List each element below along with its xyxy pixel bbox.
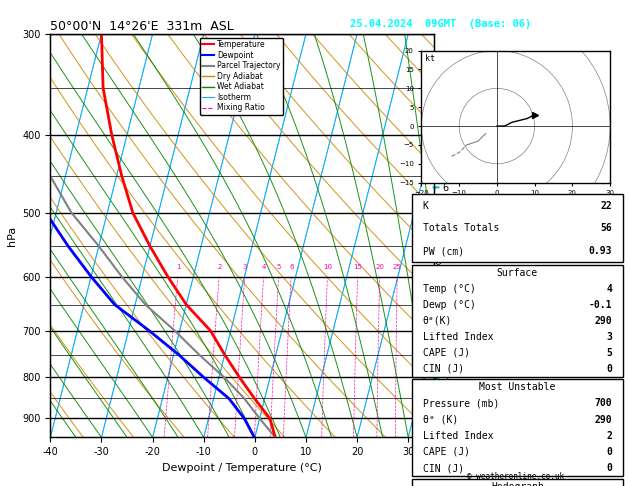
Text: Lifted Index: Lifted Index	[423, 431, 493, 441]
Text: 10: 10	[323, 263, 332, 270]
Text: © weatheronline.co.uk: © weatheronline.co.uk	[467, 472, 564, 481]
Text: θᵊ(K): θᵊ(K)	[423, 316, 452, 326]
Text: -0.1: -0.1	[589, 300, 612, 310]
Text: PW (cm): PW (cm)	[423, 246, 464, 256]
Text: Hodograph: Hodograph	[491, 482, 544, 486]
Text: Surface: Surface	[497, 268, 538, 278]
Text: 50°00'N  14°26'E  331m  ASL: 50°00'N 14°26'E 331m ASL	[50, 20, 234, 33]
Text: 56: 56	[601, 224, 612, 233]
Text: 0: 0	[606, 447, 612, 457]
Text: 0: 0	[606, 364, 612, 374]
Text: 0: 0	[606, 463, 612, 473]
Text: CAPE (J): CAPE (J)	[423, 347, 469, 358]
Text: Pressure (mb): Pressure (mb)	[423, 399, 499, 408]
Text: 700: 700	[594, 399, 612, 408]
Text: 4: 4	[262, 263, 266, 270]
Text: CIN (J): CIN (J)	[423, 364, 464, 374]
Text: CAPE (J): CAPE (J)	[423, 447, 469, 457]
FancyBboxPatch shape	[412, 479, 623, 486]
Text: K: K	[423, 201, 428, 211]
Y-axis label: hPa: hPa	[6, 226, 16, 246]
Text: 0.93: 0.93	[589, 246, 612, 256]
Text: LCL: LCL	[440, 414, 454, 423]
Text: θᵊ (K): θᵊ (K)	[423, 415, 458, 425]
Legend: Temperature, Dewpoint, Parcel Trajectory, Dry Adiabat, Wet Adiabat, Isotherm, Mi: Temperature, Dewpoint, Parcel Trajectory…	[200, 38, 283, 115]
Text: 3: 3	[243, 263, 247, 270]
FancyBboxPatch shape	[412, 265, 623, 377]
Text: 25.04.2024  09GMT  (Base: 06): 25.04.2024 09GMT (Base: 06)	[350, 19, 531, 30]
Text: 15: 15	[353, 263, 362, 270]
X-axis label: Dewpoint / Temperature (°C): Dewpoint / Temperature (°C)	[162, 463, 322, 473]
Text: 290: 290	[594, 415, 612, 425]
Text: Totals Totals: Totals Totals	[423, 224, 499, 233]
Text: Most Unstable: Most Unstable	[479, 382, 555, 392]
Text: 2: 2	[606, 431, 612, 441]
Text: Lifted Index: Lifted Index	[423, 332, 493, 342]
Text: 25: 25	[393, 263, 402, 270]
Text: 6: 6	[289, 263, 294, 270]
Text: 290: 290	[594, 316, 612, 326]
Text: LCL: LCL	[438, 414, 453, 423]
Text: 20: 20	[376, 263, 384, 270]
Text: 4: 4	[606, 284, 612, 294]
Text: 5: 5	[277, 263, 281, 270]
FancyBboxPatch shape	[412, 379, 623, 476]
Text: 22: 22	[601, 201, 612, 211]
Text: 1: 1	[175, 263, 181, 270]
Text: 2: 2	[217, 263, 221, 270]
Text: Temp (°C): Temp (°C)	[423, 284, 476, 294]
Text: Dewp (°C): Dewp (°C)	[423, 300, 476, 310]
Y-axis label: km
ASL: km ASL	[452, 225, 474, 246]
Text: Mixing Ratio (g/kg): Mixing Ratio (g/kg)	[435, 196, 443, 276]
Text: CIN (J): CIN (J)	[423, 463, 464, 473]
FancyBboxPatch shape	[412, 194, 623, 262]
Text: 3: 3	[606, 332, 612, 342]
Text: kt: kt	[425, 54, 435, 63]
Text: 5: 5	[606, 347, 612, 358]
